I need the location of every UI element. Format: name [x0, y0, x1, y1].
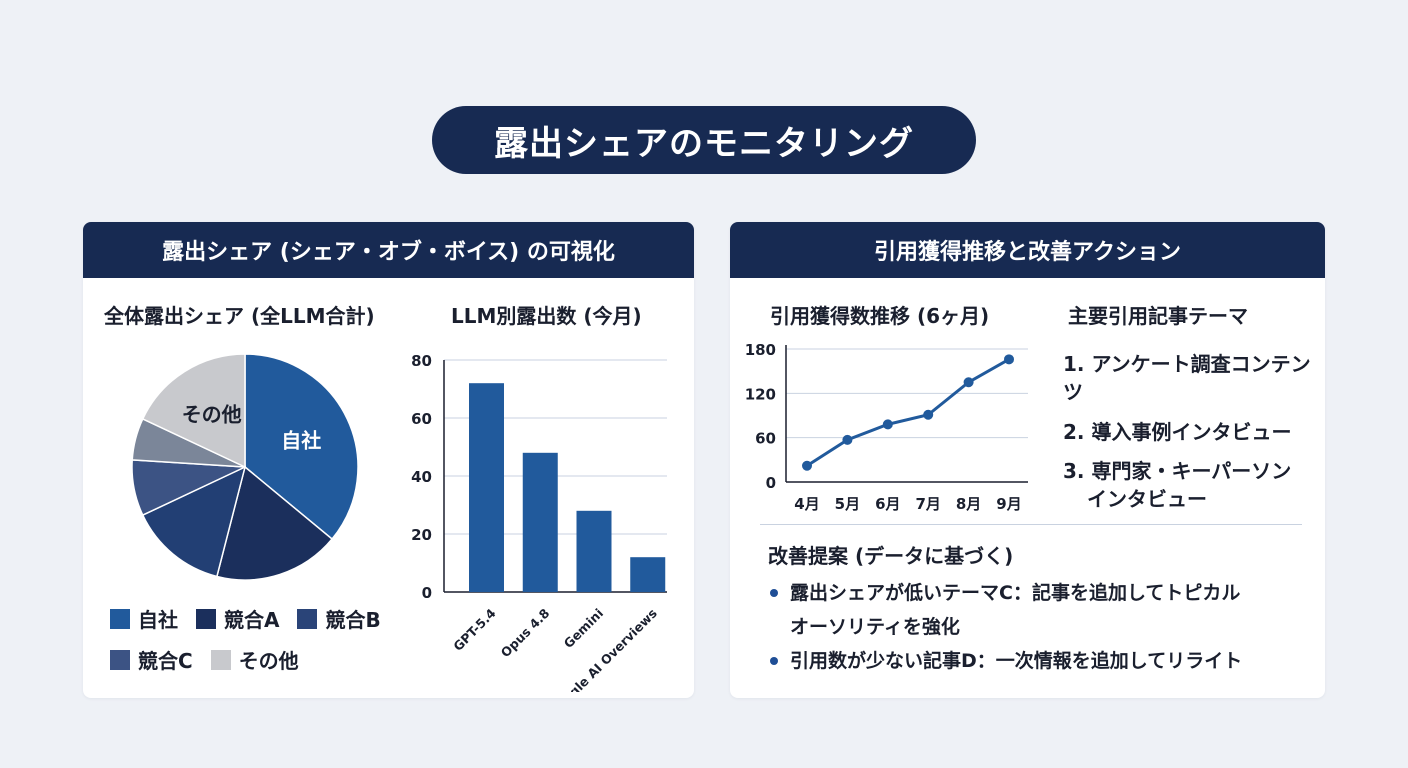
theme-item: 2. 導入事例インタビュー: [1063, 420, 1292, 444]
legend-item-competitor-a: 競合A: [196, 604, 279, 633]
pie-slice-other: [141, 353, 246, 469]
line-point: [802, 460, 812, 471]
divider: [760, 524, 1302, 525]
line-y-tick: 60: [755, 430, 776, 448]
line-y-tick: 0: [766, 474, 776, 492]
bullet-icon: [770, 657, 778, 665]
proposal-item: 露出シェアが低いテーマC：記事を追加してトピカル オーソリティを強化: [766, 576, 1306, 644]
proposal-item: 引用数が少ない記事D：一次情報を追加してリライト: [766, 644, 1306, 678]
line-point: [882, 419, 893, 430]
share-of-voice-panel: 露出シェア (シェア・オブ・ボイス) の可視化 全体露出シェア (全LLM合計)…: [83, 222, 694, 698]
legend-item-self: 自社: [110, 604, 178, 633]
line-point: [842, 434, 853, 445]
pie-slice-self: [244, 353, 359, 541]
bar: [576, 510, 612, 592]
pie-slice-label: 自社: [281, 429, 321, 453]
legend-swatch: [110, 608, 130, 629]
right-panel-header: 引用獲得推移と改善アクション: [730, 222, 1325, 278]
legend-swatch: [110, 649, 130, 670]
bar-y-tick: 40: [411, 468, 432, 486]
legend-item-competitor-b: 競合B: [297, 604, 381, 633]
bar: [630, 557, 666, 592]
legend-swatch: [297, 608, 318, 629]
line-point: [1004, 354, 1014, 365]
left-panel-header: 露出シェア (シェア・オブ・ボイス) の可視化: [83, 222, 694, 278]
line-y-tick: 120: [745, 385, 776, 403]
citation-panel: 引用獲得推移と改善アクション 引用獲得数推移 (6ヶ月) 主要引用記事テーマ 0…: [730, 222, 1325, 698]
bar-x-tick: Gemini: [561, 606, 606, 651]
bar-y-tick: 80: [411, 352, 432, 370]
line-point: [923, 409, 934, 420]
legend-swatch: [210, 649, 231, 670]
theme-item: 1. アンケート調査コンテンツ: [1063, 352, 1311, 404]
line-y-tick: 180: [745, 341, 776, 359]
bar-y-tick: 60: [411, 410, 432, 428]
line-x-tick: 9月: [996, 495, 1021, 513]
theme-item-continued: インタビュー: [1087, 487, 1207, 511]
line-x-tick: 7月: [915, 495, 940, 513]
bullet-icon: [770, 589, 778, 597]
pie-slice-competitor-a: [215, 465, 334, 581]
line-series: [806, 358, 1010, 468]
line-chart: 0 60 120 180 4月 5月 6月 7月 8月 9月: [745, 341, 1028, 513]
themes-list: 1. アンケート調査コンテンツ 2. 導入事例インタビュー 3. 専門家・キーパ…: [1063, 350, 1313, 513]
pie-chart-title: 全体露出シェア (全LLM合計): [104, 304, 375, 328]
bar: [522, 452, 558, 592]
line-x-tick: 4月: [794, 495, 819, 513]
pie-slice-competitor-b: [141, 465, 247, 578]
line-chart-title: 引用獲得数推移 (6ヶ月): [770, 304, 990, 328]
bar-x-tick: GPT-5.4: [450, 605, 499, 654]
line-x-tick: 8月: [956, 495, 981, 513]
page-title: 露出シェアのモニタリング: [432, 106, 976, 174]
line-x-tick: 6月: [875, 495, 900, 513]
pie-slice-label: その他: [182, 403, 242, 427]
legend-item-other: その他: [210, 645, 299, 674]
bar-chart-title: LLM別露出数 (今月): [451, 304, 642, 328]
bar: [469, 383, 504, 592]
pie-chart: 自社 その他: [131, 353, 359, 581]
themes-title: 主要引用記事テーマ: [1068, 304, 1248, 328]
proposal-list: 露出シェアが低いテーマC：記事を追加してトピカル オーソリティを強化 引用数が少…: [766, 576, 1306, 678]
proposal-title: 改善提案 (データに基づく): [768, 544, 1014, 568]
pie-legend: 自社 競合A 競合B 競合C その他: [110, 604, 410, 686]
theme-item: 3. 専門家・キーパーソン: [1063, 459, 1292, 483]
bar-x-tick: Opus 4.8: [498, 606, 553, 661]
bar-y-tick: 20: [411, 526, 432, 544]
legend-swatch: [196, 608, 216, 629]
bar-y-tick: 0: [422, 584, 432, 602]
legend-item-competitor-c: 競合C: [110, 645, 193, 674]
line-x-tick: 5月: [835, 495, 860, 513]
line-point: [963, 377, 974, 388]
